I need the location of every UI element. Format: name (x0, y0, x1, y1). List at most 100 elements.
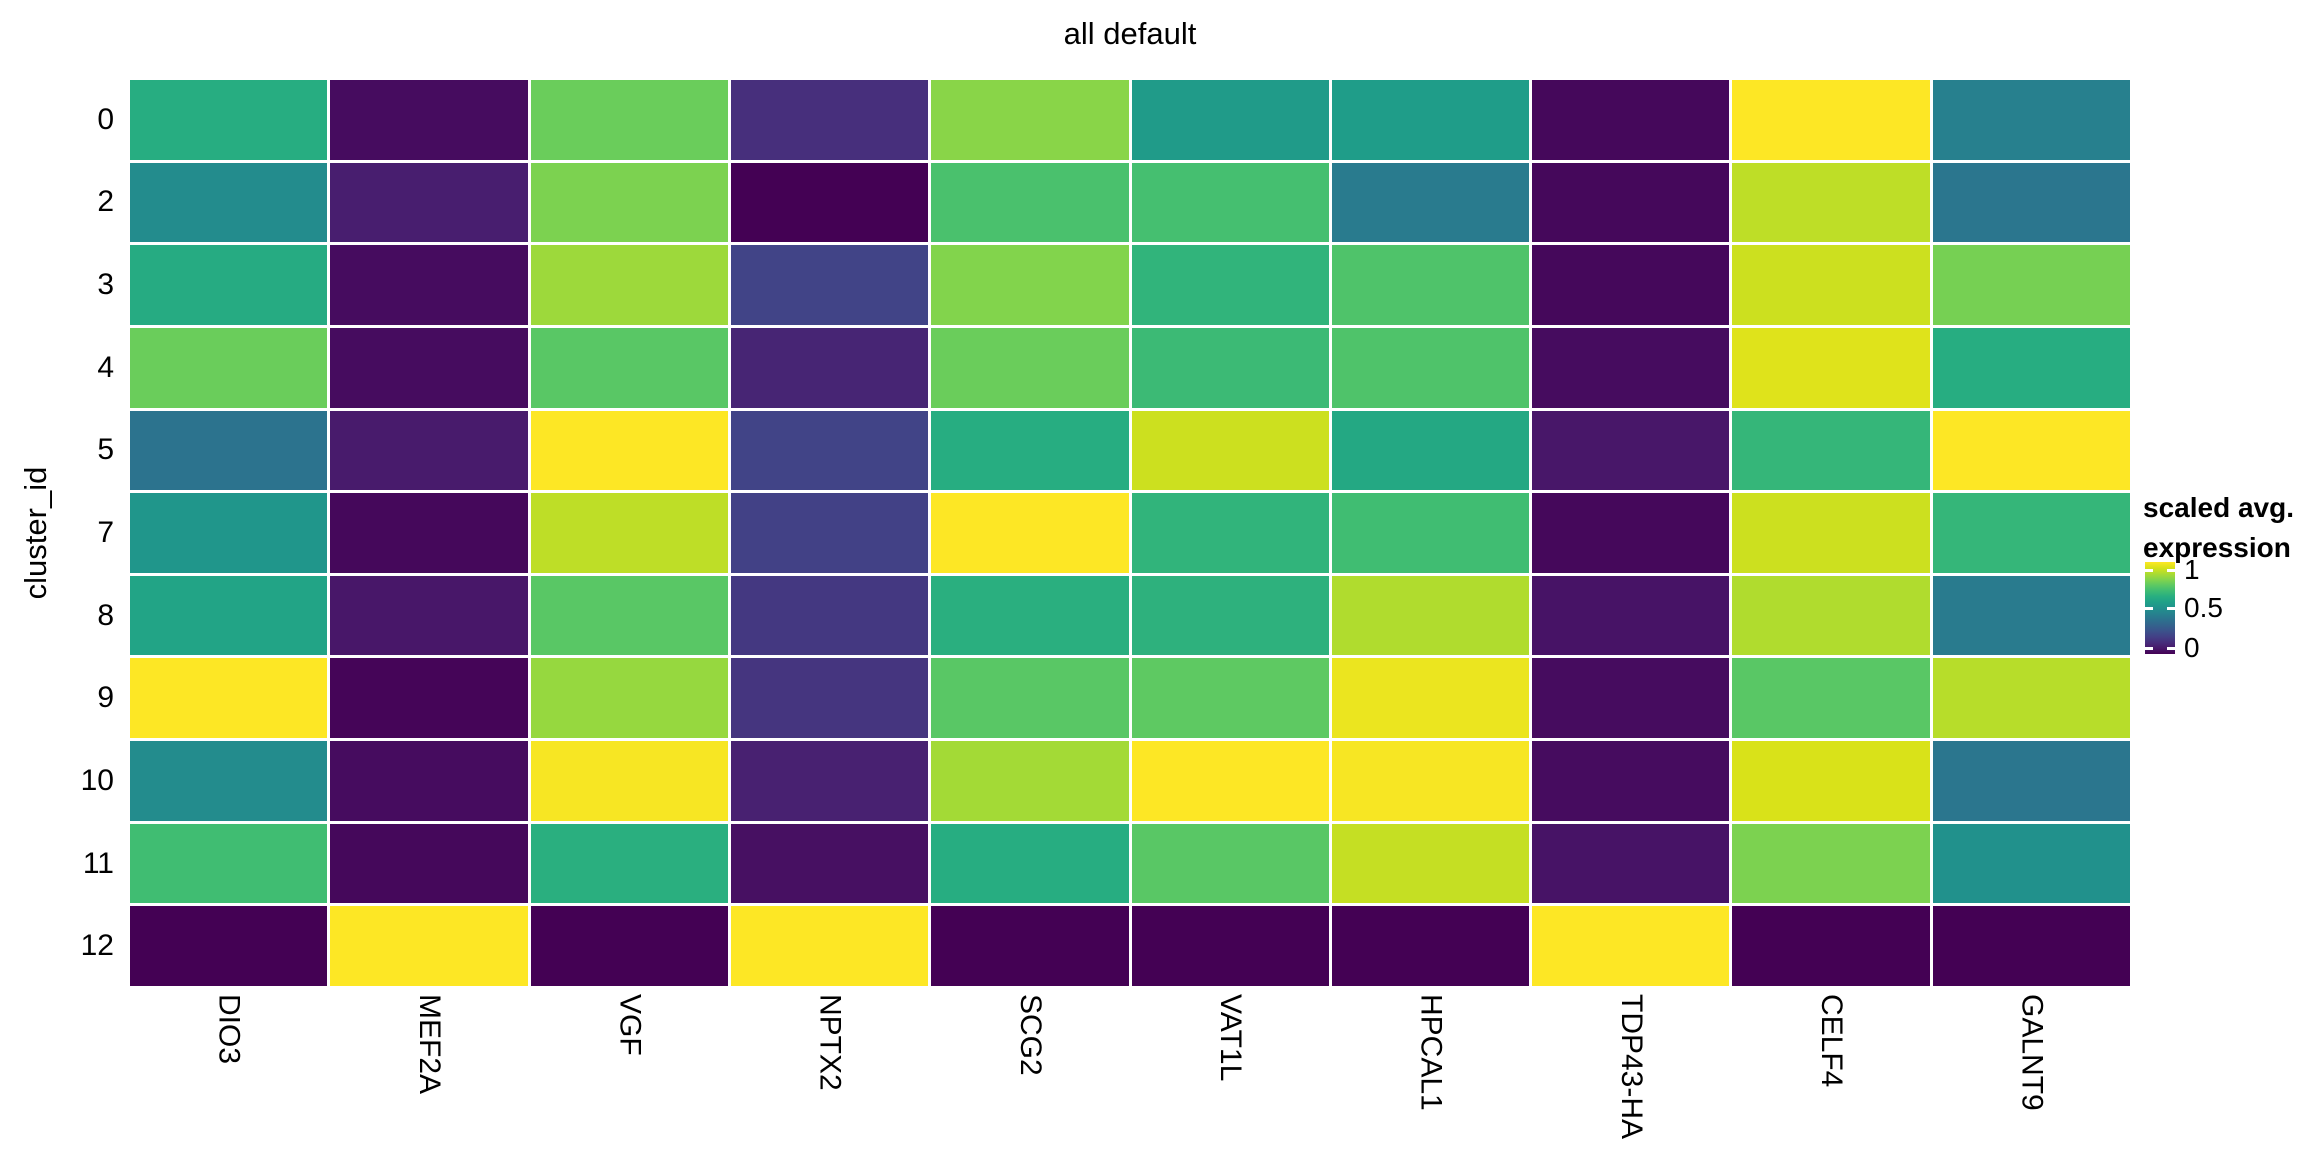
heatmap-cell (931, 493, 1129, 573)
heatmap-cell (530, 906, 728, 986)
legend-tick-label: 0.5 (2184, 592, 2223, 624)
heatmap-cell (1331, 493, 1530, 573)
y-tick-label: 5 (97, 433, 114, 467)
heatmap-cell (530, 80, 728, 160)
heatmap-cell (1932, 575, 2130, 656)
heatmap-cell (1532, 162, 1730, 243)
heatmap-cell (530, 575, 728, 656)
heatmap-cell (730, 410, 929, 491)
heatmap-cell (1331, 410, 1530, 491)
heatmap-cell (1932, 410, 2130, 491)
x-tick-label: DIO3 (212, 994, 246, 1065)
heatmap-cell (1131, 493, 1329, 573)
heatmap-cell (130, 410, 328, 491)
heatmap-cell (330, 575, 528, 656)
legend-tick-mark (2167, 646, 2175, 650)
heatmap-cell (530, 327, 728, 408)
heatmap-cell (1532, 658, 1730, 739)
heatmap-cell (1131, 575, 1329, 656)
heatmap-cell (530, 493, 728, 573)
heatmap-cell (931, 823, 1129, 904)
y-tick-label: 3 (97, 268, 114, 302)
heatmap-cell (1932, 741, 2130, 821)
heatmap-cell (130, 162, 328, 243)
heatmap-cell (1131, 658, 1329, 739)
heatmap-cell (931, 906, 1129, 986)
heatmap-cell (1932, 658, 2130, 739)
heatmap-cell (1732, 327, 1930, 408)
heatmap-cell (330, 245, 528, 325)
heatmap-cell (1732, 823, 1930, 904)
heatmap-cell (931, 327, 1129, 408)
heatmap-cell (1732, 906, 1930, 986)
heatmap-cell (530, 658, 728, 739)
heatmap-cell (330, 410, 528, 491)
heatmap-cell (1131, 327, 1329, 408)
x-tick-label: NPTX2 (813, 994, 847, 1091)
heatmap-cell (1331, 823, 1530, 904)
heatmap-cell (1532, 410, 1730, 491)
heatmap-cell (330, 658, 528, 739)
y-tick-label: 11 (82, 846, 114, 880)
heatmap-cell (1131, 245, 1329, 325)
heatmap-cell (1732, 80, 1930, 160)
heatmap-cell (1732, 575, 1930, 656)
heatmap-cell (730, 823, 929, 904)
x-tick-label: SCG2 (1013, 994, 1047, 1076)
heatmap-cell (1732, 493, 1930, 573)
y-tick-label: 7 (97, 516, 114, 549)
heatmap-cell (130, 80, 328, 160)
heatmap-cell (530, 823, 728, 904)
legend-title-line1: scaled avg. (2143, 492, 2294, 523)
heatmap-cell (1532, 493, 1730, 573)
heatmap-cell (130, 327, 328, 408)
heatmap-cell (730, 906, 929, 986)
heatmap-cell (1131, 410, 1329, 491)
heatmap-cell (931, 575, 1129, 656)
heatmap-cell (1532, 80, 1730, 160)
heatmap-cell (1331, 658, 1530, 739)
x-tick-label: GALNT9 (2015, 994, 2049, 1111)
heatmap-cell (130, 823, 328, 904)
legend-tick-label: 1 (2184, 554, 2200, 585)
heatmap-cell (1532, 823, 1730, 904)
heatmap-cell (330, 741, 528, 821)
heatmap-cell (130, 741, 328, 821)
y-tick-label: 2 (97, 185, 114, 219)
legend-tick-mark (2145, 606, 2153, 610)
heatmap-cell (730, 741, 929, 821)
y-tick-label: 10 (80, 763, 114, 797)
heatmap-cell (330, 162, 528, 243)
heatmap-cell (931, 162, 1129, 243)
heatmap-cell (330, 823, 528, 904)
heatmap-cell (1331, 327, 1530, 408)
legend-title-line2: expression (2143, 532, 2291, 563)
heatmap-cell (1932, 162, 2130, 243)
heatmap-cell (1331, 245, 1530, 325)
heatmap-cell (931, 658, 1129, 739)
heatmap-cell (1732, 741, 1930, 821)
heatmap-cell (931, 80, 1129, 160)
heatmap-cell (1932, 327, 2130, 408)
x-tick-label: VAT1L (1214, 994, 1248, 1082)
legend-tick-mark (2167, 568, 2175, 572)
x-tick-label: HPCAL1 (1414, 994, 1448, 1111)
heatmap-cell (1532, 906, 1730, 986)
heatmap-cell (1331, 906, 1530, 986)
heatmap-cell (730, 493, 929, 573)
heatmap-cell (530, 162, 728, 243)
heatmap-cell (330, 906, 528, 986)
heatmap-cell (1732, 410, 1930, 491)
heatmap-cell (1932, 245, 2130, 325)
legend-title: scaled avg. expression (2143, 488, 2294, 568)
heatmap-cell (931, 741, 1129, 821)
heatmap-cell (530, 245, 728, 325)
heatmap-grid (130, 80, 2130, 986)
heatmap-cell (1532, 741, 1730, 821)
heatmap-cell (330, 493, 528, 573)
heatmap-cell (730, 162, 929, 243)
heatmap-cell (1331, 80, 1530, 160)
heatmap-cell (931, 410, 1129, 491)
heatmap-cell (1932, 493, 2130, 573)
